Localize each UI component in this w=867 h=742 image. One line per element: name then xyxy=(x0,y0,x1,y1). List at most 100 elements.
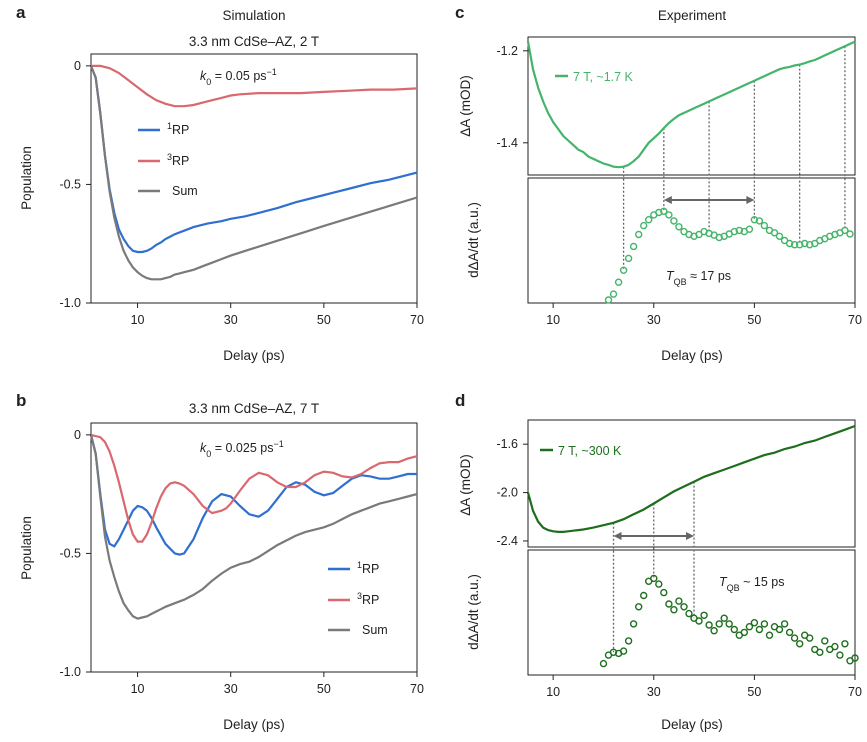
d-derivative-point xyxy=(740,628,748,637)
d-derivative-point xyxy=(775,625,784,634)
c-derivative-point xyxy=(640,221,648,230)
panel-c-top-frame xyxy=(527,36,856,176)
c-derivative-point xyxy=(796,240,804,249)
b-ytick-label: 0 xyxy=(74,428,81,442)
panel-letter-c: c xyxy=(455,3,464,22)
panel-d-top-ylabel: ΔA (mOD) xyxy=(458,454,473,516)
a-xtick-label: 10 xyxy=(131,313,145,327)
d-derivative-point xyxy=(710,627,718,635)
d-derivative-point xyxy=(695,617,703,625)
d-derivative-point xyxy=(619,647,628,655)
c-derivative-point xyxy=(730,227,738,236)
panel-b-legend-1rp: 1RP xyxy=(357,560,379,576)
c-xtick-label: 10 xyxy=(546,313,560,327)
d-derivative-point xyxy=(831,642,839,651)
panel-d-period-arrow xyxy=(613,532,695,540)
c-derivative-point xyxy=(629,242,638,251)
panel-c-bottom-frame xyxy=(527,177,856,304)
c-derivative-point xyxy=(614,278,623,286)
panel-a-xticks: 10 30 50 70 xyxy=(131,303,424,327)
d-derivative-point xyxy=(816,648,824,656)
panel-d-top-frame xyxy=(527,419,856,548)
panel-c: 10 30 50 70 -1.2 -1.4 7 T, ~1.7 K TQB ≈ 17 p… xyxy=(458,36,862,363)
panel-a-legend-sum: Sum xyxy=(172,184,198,198)
panel-b-xlabel: Delay (ps) xyxy=(223,717,285,732)
panel-c-legend: 7 T, ~1.7 K xyxy=(573,70,634,84)
d-derivative-point xyxy=(851,654,859,662)
panel-letter-d: d xyxy=(455,391,465,410)
panel-d-top-curve xyxy=(526,424,856,533)
panel-d-xticks: 10 30 50 70 xyxy=(546,675,862,699)
panel-c-bottom-points xyxy=(604,207,854,304)
c-derivative-point xyxy=(846,230,854,238)
c-derivative-point xyxy=(790,240,799,249)
a-series-1rp xyxy=(89,65,418,254)
panel-c-xticks: 10 30 50 70 xyxy=(546,303,862,327)
d-derivative-point xyxy=(705,621,713,629)
panel-d-guides xyxy=(612,481,695,653)
panel-c-bottom-ylabel-text: dΔA/dt (a.u.) xyxy=(466,202,481,278)
c-derivative-point xyxy=(645,215,653,224)
d-derivative-point xyxy=(685,609,693,618)
b-ytick-label: -0.5 xyxy=(59,546,81,560)
d-derivative-point xyxy=(730,625,738,634)
c-derivative-point xyxy=(755,217,764,225)
c-derivative-point xyxy=(619,266,628,274)
b-series-3rp xyxy=(90,433,418,543)
panel-d: 10 30 50 70 -1.6 -2.0 -2.4 7 T, ~300 K TQB ~ … xyxy=(458,419,862,732)
panel-a-legend-1rp: 1RP xyxy=(167,121,189,137)
panel-c-xlabel: Delay (ps) xyxy=(661,348,723,363)
simulation-header: Simulation xyxy=(222,8,285,23)
d-derivative-point xyxy=(765,631,774,639)
c-derivative-point xyxy=(841,226,849,235)
d-derivative-point xyxy=(650,574,658,583)
panel-letter-b: b xyxy=(16,391,26,410)
d-derivative-point xyxy=(635,603,643,611)
c-ytick-label: -1.4 xyxy=(496,136,518,150)
d-derivative-point xyxy=(750,619,759,627)
panel-c-yticks: -1.2 -1.4 xyxy=(496,44,528,150)
a-xtick-label: 70 xyxy=(410,313,424,327)
d-xtick-label: 30 xyxy=(647,685,661,699)
d-derivative-point xyxy=(806,634,814,642)
experiment-header: Experiment xyxy=(658,8,727,23)
panel-a-title: 3.3 nm CdSe–AZ, 2 T xyxy=(189,34,319,49)
a-ytick-label: 0 xyxy=(74,59,81,73)
d-xtick-label: 10 xyxy=(546,685,560,699)
panel-a-frame xyxy=(90,53,418,304)
panel-b-ylabel: Population xyxy=(19,516,34,580)
c-dA-line xyxy=(526,40,856,169)
c-derivative-point xyxy=(750,215,759,224)
panel-b-yticks: 0 -0.5 -1.0 xyxy=(59,428,91,679)
d-derivative-point xyxy=(725,620,733,628)
d-derivative-point xyxy=(665,600,673,608)
d-derivative-point xyxy=(660,588,668,597)
b-xtick-label: 10 xyxy=(131,682,145,696)
panel-c-period-annotation: TQB ≈ 17 ps xyxy=(666,269,731,287)
d-derivative-point xyxy=(841,640,849,648)
b-series-sum xyxy=(89,434,418,620)
d-derivative-point xyxy=(720,614,728,622)
panel-c-guides xyxy=(622,46,846,271)
a-series-sum xyxy=(89,65,418,281)
d-xtick-label: 70 xyxy=(848,685,862,699)
c-derivative-point xyxy=(604,296,613,304)
d-derivative-point xyxy=(780,620,789,628)
d-derivative-point xyxy=(745,623,754,631)
panel-a-rate-annotation: k0 = 0.05 ps−1 xyxy=(200,67,277,87)
panel-a-legend: 1RP 3RP Sum xyxy=(138,121,198,198)
d-derivative-point xyxy=(755,625,764,634)
c-derivative-point xyxy=(801,239,809,248)
a-ytick-label: -0.5 xyxy=(59,177,81,191)
d-derivative-point xyxy=(790,634,799,642)
c-derivative-point xyxy=(735,226,743,235)
d-xtick-label: 50 xyxy=(747,685,761,699)
panel-c-top-ylabel: ΔA (mOD) xyxy=(458,75,473,137)
panel-b-legend-3rp: 3RP xyxy=(357,591,379,607)
d-derivative-point xyxy=(624,637,633,645)
panel-d-legend: 7 T, ~300 K xyxy=(558,444,622,458)
c-derivative-point xyxy=(660,207,668,216)
panel-b: 3.3 nm CdSe–AZ, 7 T 10 30 50 70 0 -0.5 -1.0 k… xyxy=(19,401,424,732)
panel-d-xlabel: Delay (ps) xyxy=(661,717,723,732)
